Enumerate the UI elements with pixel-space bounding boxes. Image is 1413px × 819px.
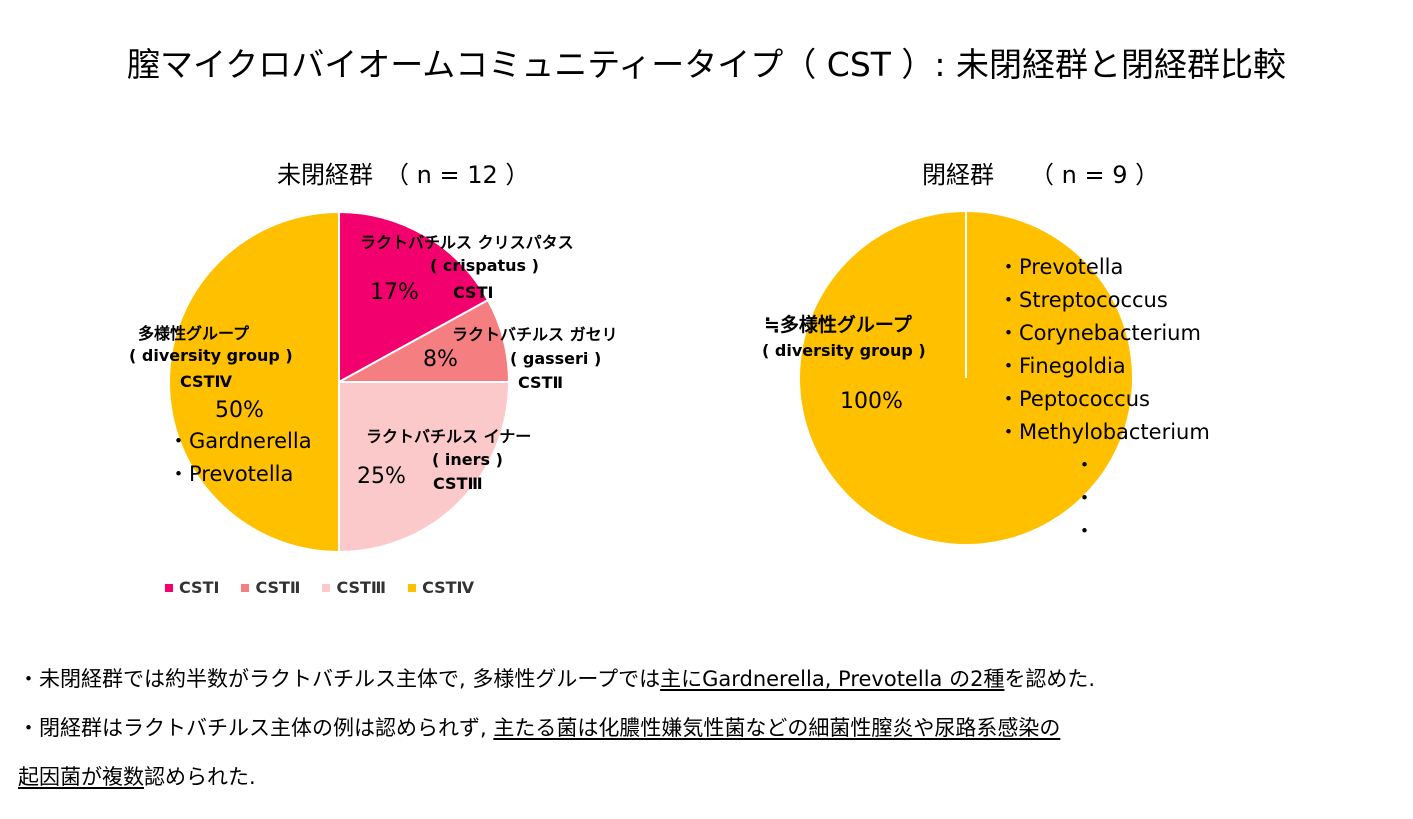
genus-item: ・Finegoldia [998,354,1126,378]
slice-label-diversity: ≒多様性グループ [764,314,912,336]
slice-cst-cst1: CSTⅠ [453,283,494,302]
slice-sublabel-cst4: ( diversity group ) [129,346,293,365]
genus-item: ・ [1074,519,1095,543]
pie-premenopausal [168,210,511,554]
slice-label-cst2: ラクトバチルス ガセリ [452,325,618,344]
slice-sublabel-cst3: ( iners ) [432,450,503,469]
legend-swatch [241,583,250,592]
genus-item: ・ [1074,486,1095,510]
genus-item: ・Corynebacterium [998,321,1201,345]
legend-swatch [165,583,173,592]
slice-value-cst4: 50% [215,398,264,423]
slice-value-cst1: 17% [370,280,419,305]
note-line-2: ・閉経群はラクトバチルス主体の例は認められず, 主たる菌は化膿性嫌気性菌などの細… [18,712,1060,742]
slice-value-cst3: 25% [357,464,406,489]
note-text: ・未閉経群では約半数がラクトバチルス主体で, 多様性グループでは [18,667,661,691]
legend-swatch [322,583,331,592]
pie-slice [338,210,490,384]
note-underlined: 主たる菌は化膿性嫌気性菌などの細菌性膣炎や尿路系感染の [493,716,1061,740]
slice-cst-cst3: CSTⅢ [433,474,483,493]
slice-label-cst4: 多様性グループ [138,324,250,343]
slice-sublabel-cst1: ( crispatus ) [430,256,539,275]
genus-item: ・ [1074,453,1095,477]
genus-item: ・Methylobacterium [998,420,1210,444]
genus-item: ・Streptococcus [998,288,1168,312]
genus-item: ・Prevotella [168,462,294,486]
slice-value-diversity: 100% [840,389,903,414]
genus-item: ・Gardnerella [168,429,312,453]
slice-sublabel-cst2: ( gasseri ) [510,349,602,368]
genus-item: ・Prevotella [998,255,1124,279]
slice-cst-cst2: CSTⅡ [518,373,564,392]
note-text: ・閉経群はラクトバチルス主体の例は認められず, [18,716,494,740]
legend-swatch [408,583,417,592]
legend-label: CSTⅠ [179,578,220,597]
legend-item-cst1: CSTⅠ [165,578,219,597]
note-text: を認めた. [1004,667,1096,691]
note-underlined: 起因菌が複数 [18,765,144,789]
chart-title-postmenopausal: 閉経群 （ n = 9 ） [922,161,1160,189]
legend-label: CSTⅡ [255,578,301,597]
note-underlined: 主にGardnerella, Prevotella の2種 [660,667,1005,691]
page-title: 膣マイクロバイオームコミュニティータイプ（ CST ）: 未閉経群と閉経群比較 [126,45,1287,84]
pie-slice [168,210,340,554]
slice-value-cst2: 8% [423,347,458,372]
legend-label: CSTⅢ [336,578,387,597]
legend-item-cst3: CSTⅢ [322,578,386,597]
chart-legend: CSTⅠ CSTⅡ CSTⅢ CSTⅣ [165,578,474,597]
note-line-3: 起因菌が複数認められた. [18,761,256,791]
chart-title-premenopausal: 未閉経群 （ n = 12 ） [277,161,530,189]
genus-item: ・Peptococcus [998,387,1150,411]
legend-item-cst2: CSTⅡ [241,578,300,597]
slice-label-cst3: ラクトバチルス イナー [366,427,532,446]
slice-cst-cst4: CSTⅣ [180,372,233,391]
legend-item-cst4: CSTⅣ [408,578,474,597]
slice-sublabel-diversity: ( diversity group ) [762,341,926,360]
pie-slice [338,381,511,554]
note-line-1: ・未閉経群では約半数がラクトバチルス主体で, 多様性グループでは主にGardne… [18,663,1095,693]
note-text: 認められた. [144,765,256,789]
slice-label-cst1: ラクトバチルス クリスパタス [360,233,574,252]
legend-label: CSTⅣ [422,578,475,597]
